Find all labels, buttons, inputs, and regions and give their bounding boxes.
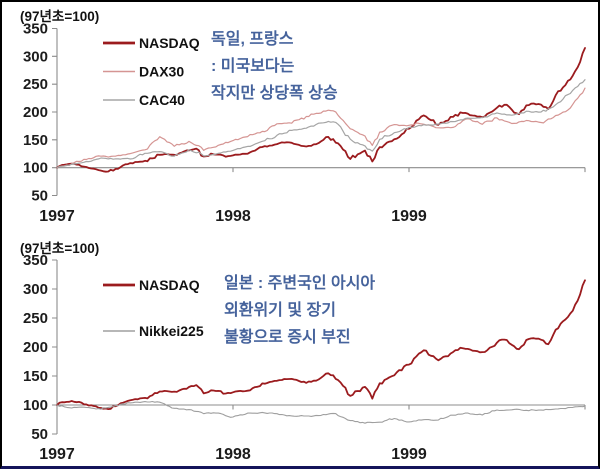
y-tick-label: 50 bbox=[31, 426, 48, 443]
y-tick-label: 200 bbox=[23, 104, 48, 121]
y-axis-tick-labels: 350 300 250 200 150 100 50 bbox=[23, 252, 48, 443]
chart2-annotation-line2: 외환위기 및 장기 bbox=[224, 302, 336, 319]
chart1-annotation: 독일, 프랑스 : 미국보다는 작지만 상당폭 상승 bbox=[211, 26, 338, 107]
legend: NASDAQ Nikkei225 bbox=[103, 277, 204, 339]
series-line-nasdaq bbox=[56, 47, 586, 173]
axis bbox=[52, 259, 586, 435]
y-tick-label: 50 bbox=[31, 188, 48, 205]
legend-label-nasdaq: NASDAQ bbox=[139, 277, 200, 293]
axis-lines-and-ticks bbox=[52, 27, 586, 197]
legend: NASDAQ DAX30 CAC40 bbox=[103, 35, 200, 108]
x-axis-year-labels: 1997 1998 1999 bbox=[39, 208, 427, 225]
x-tick-label-1999: 1999 bbox=[391, 446, 427, 463]
legend-label-dax30: DAX30 bbox=[139, 64, 184, 80]
legend-label-cac40: CAC40 bbox=[139, 92, 185, 108]
chart1-index-base-label: (97년초=100) bbox=[20, 9, 100, 24]
y-tick-label: 150 bbox=[23, 132, 48, 149]
chart1-annotation-line3: 작지만 상당폭 상승 bbox=[211, 85, 338, 102]
legend-label-nasdaq: NASDAQ bbox=[139, 35, 200, 51]
y-tick-label: 200 bbox=[23, 339, 48, 356]
y-tick-label: 350 bbox=[23, 21, 48, 38]
series-line-dax30 bbox=[56, 87, 586, 169]
axis-lines-and-ticks bbox=[52, 259, 586, 435]
series-lines bbox=[56, 279, 586, 424]
y-tick-label: 100 bbox=[23, 397, 48, 414]
axis bbox=[52, 27, 586, 197]
y-tick-label: 250 bbox=[23, 76, 48, 93]
x-tick-label-1999: 1999 bbox=[391, 208, 427, 225]
chart1-annotation-line1: 독일, 프랑스 bbox=[211, 31, 294, 48]
y-tick-label: 150 bbox=[23, 368, 48, 385]
y-tick-label: 100 bbox=[23, 160, 48, 177]
chart2-annotation-line1: 일본 : 주변국인 아시아 bbox=[224, 275, 376, 292]
x-axis-year-labels: 1997 1998 1999 bbox=[39, 446, 427, 463]
y-tick-label: 300 bbox=[23, 48, 48, 65]
series-lines bbox=[56, 47, 586, 173]
chart2-annotation: 일본 : 주변국인 아시아 외환위기 및 장기 불황으로 증시 부진 bbox=[224, 270, 375, 351]
y-axis-tick-labels: 350 300 250 200 150 100 50 bbox=[23, 21, 48, 205]
y-tick-label: 350 bbox=[23, 252, 48, 269]
chart1-nasdaq-dax-cac: 350 300 250 200 150 100 50 1997 1998 1999 NASDAQ DA… bbox=[23, 21, 586, 225]
y-tick-label: 250 bbox=[23, 310, 48, 327]
x-tick-label-1997: 1997 bbox=[39, 208, 75, 225]
x-tick-label-1998: 1998 bbox=[215, 446, 251, 463]
chart1-annotation-line2: : 미국보다는 bbox=[211, 58, 295, 75]
legend-label-nikkei225: Nikkei225 bbox=[139, 323, 204, 339]
series-line-nikkei225 bbox=[56, 400, 586, 424]
chart2-annotation-line3: 불황으로 증시 부진 bbox=[224, 329, 351, 346]
x-tick-label-1998: 1998 bbox=[215, 208, 251, 225]
chart2-index-base-label: (97년초=100) bbox=[20, 241, 100, 256]
series-line-cac40 bbox=[56, 79, 586, 169]
y-tick-label: 300 bbox=[23, 281, 48, 298]
chart2-nasdaq-nikkei: 350 300 250 200 150 100 50 1997 1998 1999 NASDAQ Ni… bbox=[23, 252, 586, 463]
series-line-nasdaq bbox=[56, 279, 586, 411]
x-tick-label-1997: 1997 bbox=[39, 446, 75, 463]
